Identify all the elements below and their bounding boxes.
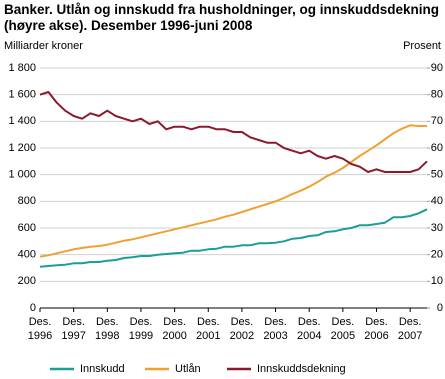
x-tick-label: Des. 2004 xyxy=(297,316,321,342)
legend-label: Innskudd xyxy=(80,363,125,375)
y-tick-label: 1 800 xyxy=(8,62,36,74)
chart-title: Banker. Utlån og innskudd fra husholdnin… xyxy=(4,2,440,33)
y2-tick-label: 50 xyxy=(431,169,443,181)
x-tick-label: Des. 1997 xyxy=(61,316,85,342)
y-tick-label: 800 xyxy=(18,195,36,207)
x-tick-label: Des. 1999 xyxy=(129,316,153,342)
x-tick-label: Des. 2001 xyxy=(196,316,220,342)
legend-label: Utlån xyxy=(175,363,201,375)
x-tick-label: Des. 2005 xyxy=(331,316,355,342)
y-tick-label: 600 xyxy=(18,222,36,234)
y-tick-label: 1 000 xyxy=(8,169,36,181)
x-tick-label: Des. 1996 xyxy=(28,316,52,342)
y-axis-label: Milliarder kroner xyxy=(4,40,83,52)
x-tick-label: Des. 2002 xyxy=(230,316,254,342)
y2-tick-label: 80 xyxy=(431,89,443,101)
x-tick-label: Des. 2000 xyxy=(162,316,186,342)
series-line xyxy=(39,91,428,173)
y-tick-label: 1 400 xyxy=(8,115,36,127)
x-tick-label: Des. 2006 xyxy=(364,316,388,342)
legend-label: Innskuddsdekning xyxy=(257,363,346,375)
y2-tick-label: 30 xyxy=(431,222,443,234)
y2-axis-label: Prosent xyxy=(403,40,441,52)
x-tick-label: Des. 1998 xyxy=(95,316,119,342)
x-tick-label: Des. 2003 xyxy=(263,316,287,342)
y2-tick-label: 20 xyxy=(431,249,443,261)
y-tick-label: 200 xyxy=(18,275,36,287)
y-tick-label: 1 200 xyxy=(8,142,36,154)
y-tick-label: 0 xyxy=(30,302,36,314)
y2-tick-label: 60 xyxy=(431,142,443,154)
x-tick-label: Des. 2007 xyxy=(398,316,422,342)
y2-tick-label: 40 xyxy=(431,195,443,207)
y2-tick-label: 10 xyxy=(431,275,443,287)
series-line xyxy=(39,124,427,258)
y-tick-label: 400 xyxy=(18,249,36,261)
y2-tick-label: 0 xyxy=(437,302,443,314)
y2-tick-label: 90 xyxy=(431,62,443,74)
y-tick-label: 1 600 xyxy=(8,89,36,101)
y2-tick-label: 70 xyxy=(431,115,443,127)
series-line xyxy=(39,208,428,268)
